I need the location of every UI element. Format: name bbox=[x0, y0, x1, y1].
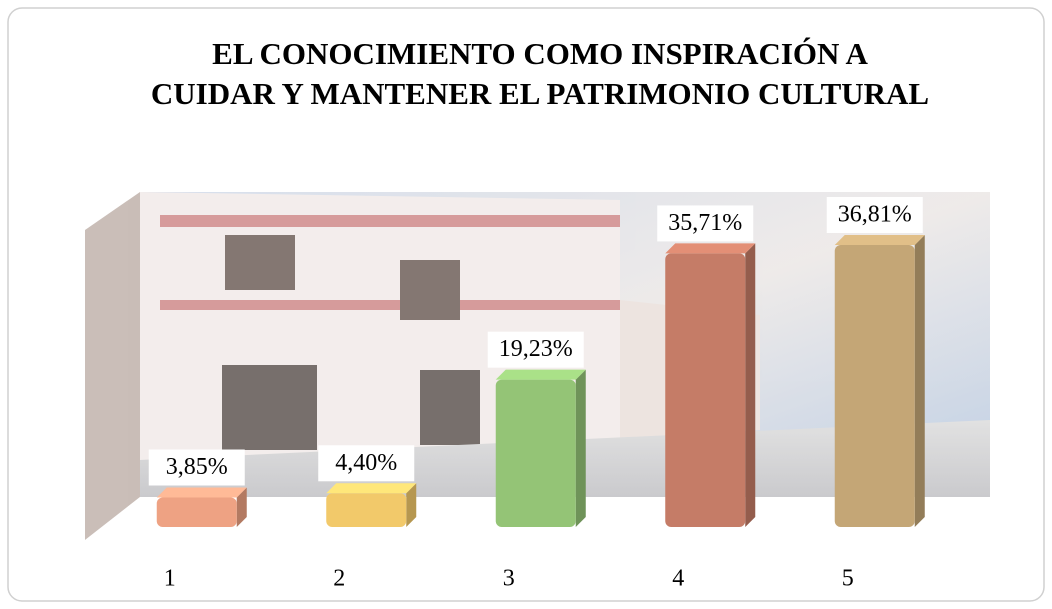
value-label: 4,40% bbox=[335, 450, 397, 476]
bar bbox=[665, 243, 756, 527]
bar-front bbox=[495, 379, 576, 527]
bar-top bbox=[495, 369, 586, 380]
bar-top bbox=[326, 483, 417, 494]
bar-side bbox=[236, 487, 247, 527]
bar-front bbox=[156, 497, 237, 527]
value-label: 35,71% bbox=[668, 210, 742, 236]
bar bbox=[495, 369, 586, 527]
value-label-box bbox=[318, 445, 415, 482]
value-label-box bbox=[657, 205, 754, 242]
value-label: 36,81% bbox=[838, 202, 912, 228]
value-label-box bbox=[148, 449, 245, 486]
value-label: 19,23% bbox=[499, 336, 573, 362]
bar bbox=[834, 235, 925, 527]
x-tick-label: 5 bbox=[842, 566, 854, 592]
bar-side bbox=[914, 235, 925, 527]
bar bbox=[326, 483, 417, 527]
frame bbox=[7, 7, 1045, 602]
x-tick-label: 3 bbox=[503, 566, 515, 592]
value-label-box bbox=[487, 331, 584, 368]
bar-top bbox=[665, 243, 756, 254]
bar-top bbox=[156, 487, 247, 498]
bar-side bbox=[575, 369, 586, 527]
bar-top bbox=[834, 235, 925, 245]
x-tick-label: 2 bbox=[333, 566, 345, 592]
bar bbox=[156, 487, 247, 527]
bar-front bbox=[665, 253, 746, 527]
x-tick-label: 1 bbox=[164, 566, 176, 592]
chart-title: EL CONOCIMIENTO COMO INSPIRACIÓN A CUIDA… bbox=[150, 36, 930, 111]
x-tick-label: 4 bbox=[672, 566, 684, 592]
value-label: 3,85% bbox=[166, 454, 228, 480]
bar-side bbox=[745, 243, 756, 527]
value-label-box bbox=[826, 197, 923, 233]
bar-side bbox=[406, 483, 417, 527]
bar-front bbox=[834, 245, 915, 527]
bar-front bbox=[326, 493, 407, 527]
